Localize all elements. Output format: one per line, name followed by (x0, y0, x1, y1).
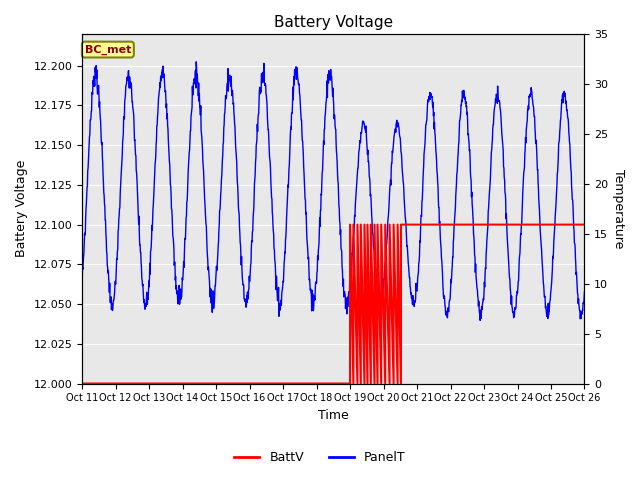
X-axis label: Time: Time (318, 409, 349, 422)
Text: BC_met: BC_met (84, 45, 131, 55)
Title: Battery Voltage: Battery Voltage (274, 15, 393, 30)
Y-axis label: Battery Voltage: Battery Voltage (15, 160, 28, 257)
Y-axis label: Temperature: Temperature (612, 169, 625, 249)
Legend: BattV, PanelT: BattV, PanelT (229, 446, 411, 469)
